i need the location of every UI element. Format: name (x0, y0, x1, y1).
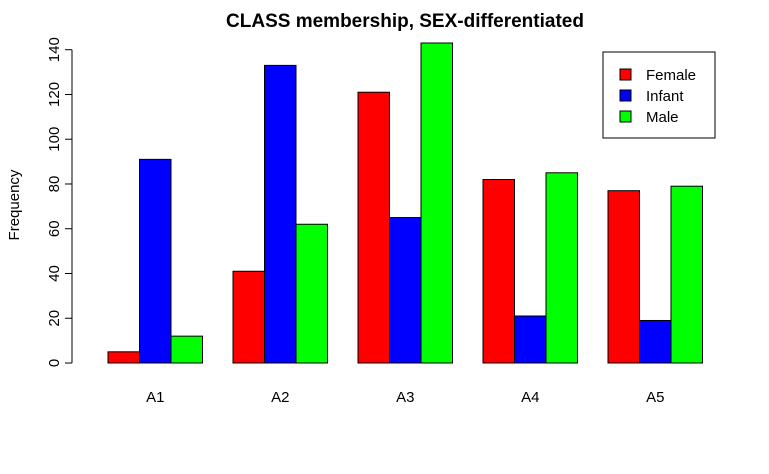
y-tick-label: 80 (46, 176, 63, 193)
legend: Female Infant Male (602, 51, 716, 139)
bar-a5-male (670, 185, 703, 364)
bar-a4-infant (514, 315, 547, 364)
x-tick-label-a3: A3 (396, 389, 414, 406)
legend-label-infant: Infant (646, 88, 684, 105)
y-tick-label: 40 (46, 265, 63, 282)
legend-swatch-male (619, 110, 632, 123)
y-axis: 0 20 40 60 80 100 120 140 (46, 37, 73, 367)
legend-swatch-female (619, 68, 632, 81)
bar-a2-infant (264, 64, 297, 364)
bar-a3-male (420, 42, 453, 364)
x-tick-label-a4: A4 (521, 389, 539, 406)
y-tick-label: 140 (46, 37, 63, 62)
y-tick-label: 0 (46, 359, 63, 367)
bar-a2-male (295, 223, 328, 364)
x-tick-label-a5: A5 (646, 389, 664, 406)
legend-label-female: Female (646, 67, 696, 84)
y-tick-label: 120 (46, 82, 63, 107)
y-tick-label: 100 (46, 127, 63, 152)
bar-a1-female (107, 351, 140, 364)
legend-swatch-infant (619, 89, 632, 102)
bar-a1-infant (139, 158, 172, 364)
bar-a3-infant (389, 217, 422, 364)
chart-title: CLASS membership, SEX-differentiated (226, 11, 584, 32)
y-tick-label: 60 (46, 220, 63, 237)
legend-label-male: Male (646, 109, 679, 126)
bar-a3-female (357, 91, 390, 364)
y-tick-label: 20 (46, 310, 63, 327)
bar-a5-infant (639, 319, 672, 364)
bar-a4-male (545, 172, 578, 364)
x-axis-ticks: A1 A2 A3 A4 A5 (146, 389, 664, 406)
x-tick-label-a1: A1 (146, 389, 164, 406)
bar-a5-female (607, 190, 640, 364)
y-axis-label: Frequency (6, 169, 23, 240)
bar-a1-male (170, 335, 203, 364)
bars-group (107, 42, 703, 364)
x-tick-label-a2: A2 (271, 389, 289, 406)
bar-a2-female (232, 270, 265, 364)
bar-a4-female (482, 179, 515, 364)
